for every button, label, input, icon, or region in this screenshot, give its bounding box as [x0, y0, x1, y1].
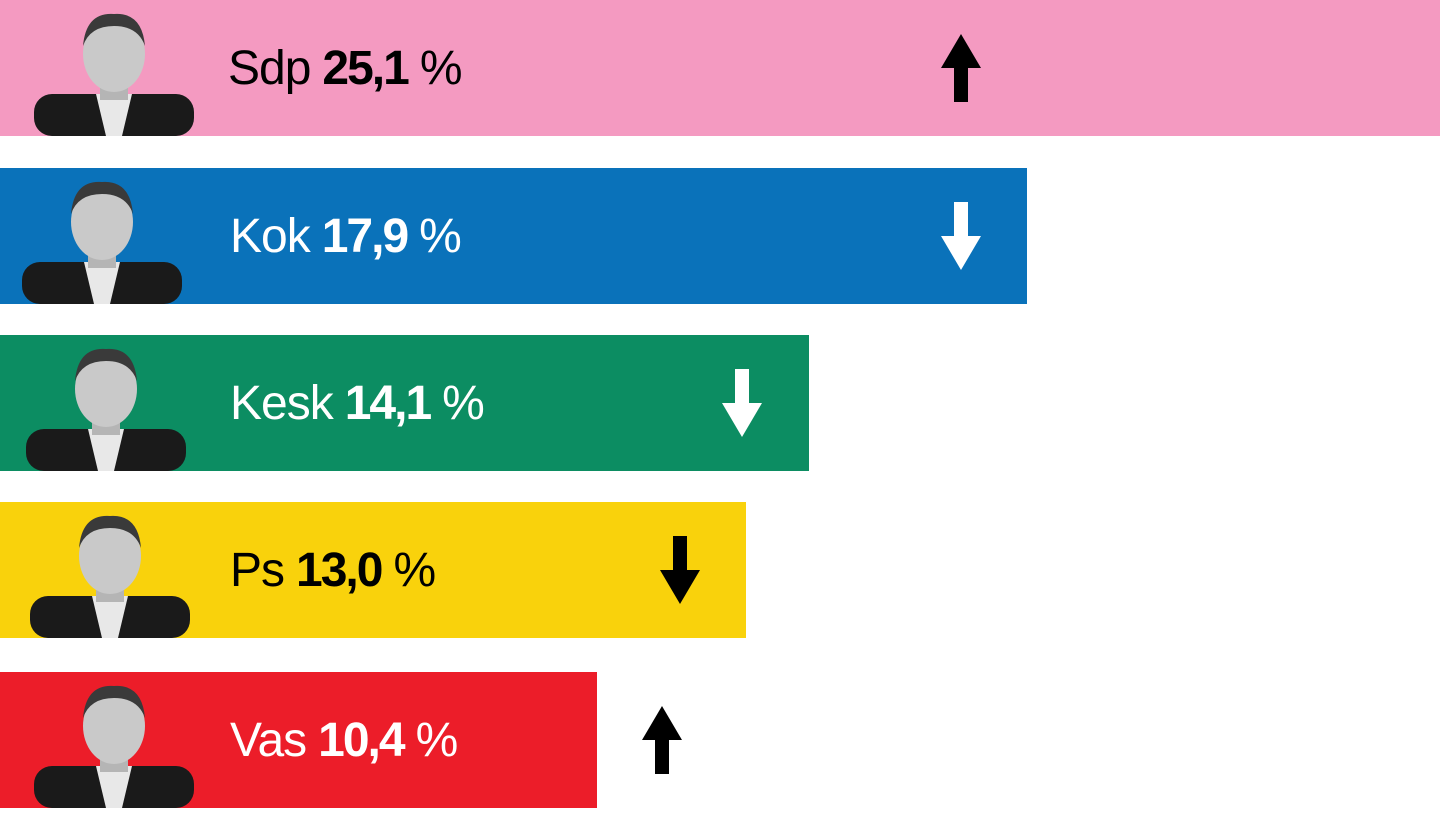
arrow-up-icon: [642, 706, 682, 774]
party-percentage: 14,1: [344, 376, 432, 430]
party-label: Kok 17,9 %: [230, 168, 462, 304]
arrow-down-icon: [941, 202, 981, 270]
party-percentage: 10,4: [318, 713, 405, 767]
party-leader-photo-kok: [22, 174, 182, 304]
party-percentage: 13,0: [296, 543, 383, 597]
party-name: Kesk: [230, 376, 334, 430]
party-label: Ps 13,0 %: [230, 502, 436, 638]
party-label: Kesk 14,1 %: [230, 335, 485, 471]
party-percentage: 17,9: [321, 209, 409, 263]
party-name: Ps: [230, 543, 285, 597]
percent-unit: %: [419, 209, 462, 263]
party-leader-photo-kesk: [26, 341, 186, 471]
arrow-down-icon: [660, 536, 700, 604]
party-leader-photo-ps: [30, 508, 190, 638]
party-leader-photo-vas: [34, 678, 194, 808]
party-label: Sdp 25,1 %: [228, 0, 463, 136]
arrow-up-icon: [941, 34, 981, 102]
party-name: Sdp: [228, 41, 311, 95]
arrow-down-icon: [722, 369, 762, 437]
party-label: Vas 10,4 %: [230, 672, 459, 808]
percent-unit: %: [415, 713, 459, 767]
party-bar-sdp: [0, 0, 1440, 136]
percent-unit: %: [393, 543, 436, 597]
party-name: Vas: [230, 713, 307, 767]
party-leader-photo-sdp: [34, 6, 194, 136]
party-percentage: 25,1: [322, 41, 409, 95]
party-name: Kok: [230, 209, 311, 263]
percent-unit: %: [442, 376, 485, 430]
percent-unit: %: [419, 41, 463, 95]
